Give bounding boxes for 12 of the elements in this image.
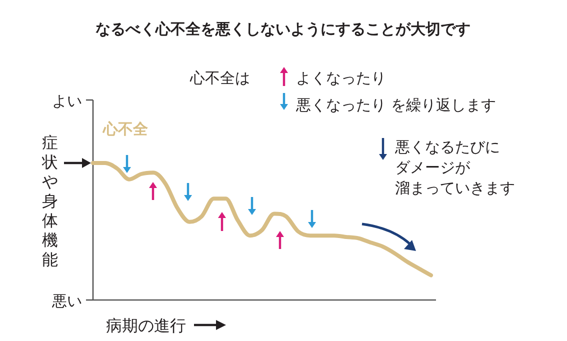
annotation: ダメージが: [395, 158, 471, 176]
chart-title: なるべく心不全を悪くしないようにすることが大切です: [96, 20, 470, 38]
annotation: 溜まっていきます: [395, 179, 515, 197]
series-label: 心不全: [102, 120, 149, 138]
text: よい: [52, 92, 82, 110]
text: 悪い: [51, 292, 82, 310]
x-axis-title: 病期の進行: [106, 316, 186, 335]
text: よくなったり: [296, 69, 386, 87]
text: 心不全は: [189, 69, 250, 87]
text: 悪くなったり を繰り返します: [295, 96, 496, 114]
text: 悪くなるたびに: [394, 138, 500, 156]
y-axis-title: 症状や身体機能: [41, 133, 58, 269]
